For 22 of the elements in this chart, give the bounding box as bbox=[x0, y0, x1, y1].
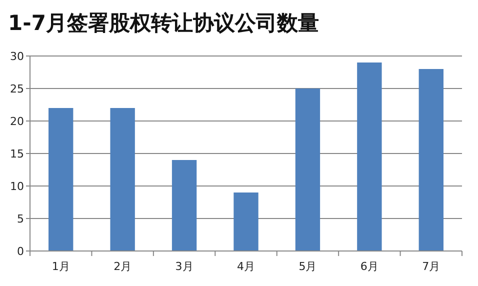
y-tick-label: 20 bbox=[10, 114, 24, 128]
bar bbox=[418, 69, 444, 251]
x-tick-label: 6月 bbox=[360, 260, 378, 273]
bar bbox=[295, 88, 320, 251]
x-tick-label: 4月 bbox=[237, 260, 255, 273]
bar bbox=[48, 108, 74, 251]
x-tick-label: 2月 bbox=[114, 260, 132, 273]
y-tick-label: 15 bbox=[10, 147, 24, 160]
x-tick-label: 1月 bbox=[52, 260, 70, 273]
x-tick-label: 3月 bbox=[175, 260, 194, 273]
x-tick-label: 7月 bbox=[422, 260, 440, 273]
y-tick-label: 0 bbox=[17, 244, 24, 258]
y-tick-label: 30 bbox=[10, 50, 24, 63]
bar bbox=[357, 62, 382, 251]
y-tick-label: 10 bbox=[10, 180, 24, 193]
y-tick-label: 25 bbox=[10, 82, 24, 96]
bar bbox=[234, 192, 258, 251]
y-tick-label: 5 bbox=[17, 212, 24, 226]
bar bbox=[172, 160, 197, 251]
x-tick-label: 5月 bbox=[298, 260, 317, 273]
bar bbox=[110, 108, 135, 251]
chart-title: 1-7月签署股权转让协议公司数量 bbox=[8, 11, 319, 35]
